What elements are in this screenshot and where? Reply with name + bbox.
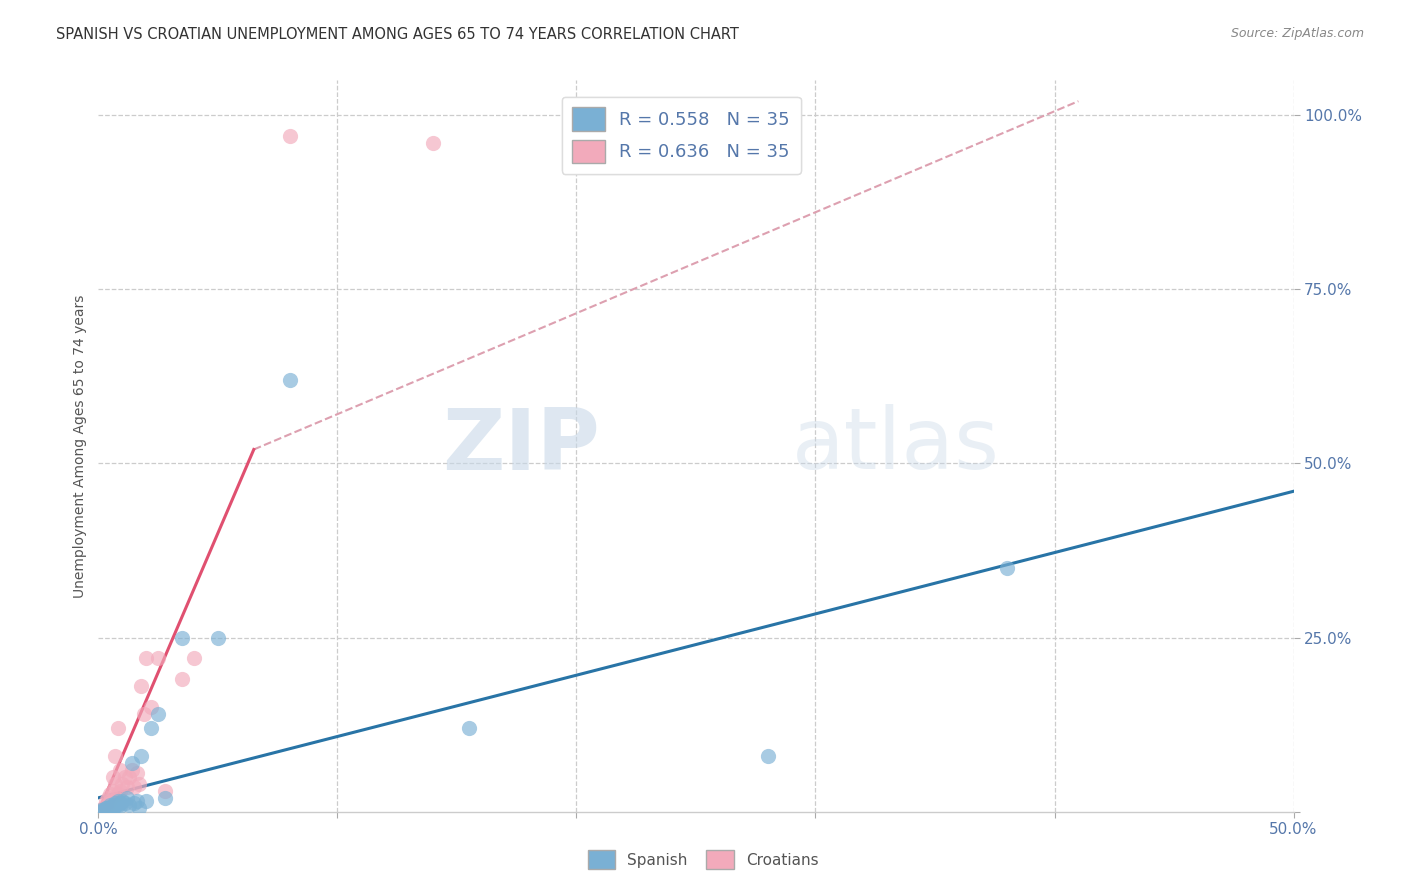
Point [111, 794, 134, 808]
Point [124, 780, 146, 795]
Point [114, 797, 136, 811]
Point [101, 797, 124, 812]
Point [135, 651, 157, 665]
Point [104, 799, 127, 814]
Point [108, 799, 131, 814]
Point [131, 679, 153, 693]
Point [125, 766, 148, 780]
Point [148, 651, 170, 665]
Point [207, 631, 229, 645]
Point [94, 799, 117, 814]
Point [172, 631, 194, 645]
Point [115, 780, 138, 795]
Point [87, 805, 110, 819]
Point [104, 749, 127, 764]
Point [121, 763, 143, 777]
Point [97, 802, 120, 816]
Point [98, 794, 122, 808]
Text: atlas: atlas [792, 404, 1000, 488]
Point [995, 561, 1018, 575]
Point [94, 794, 117, 808]
Point [90, 803, 112, 817]
Point [183, 651, 205, 665]
Point [155, 790, 177, 805]
Point [118, 770, 141, 784]
Point [90, 803, 112, 817]
Point [458, 721, 481, 735]
Point [128, 777, 150, 791]
Point [131, 749, 153, 764]
Point [94, 800, 117, 814]
Point [108, 784, 131, 798]
Point [124, 797, 146, 811]
Text: SPANISH VS CROATIAN UNEMPLOYMENT AMONG AGES 65 TO 74 YEARS CORRELATION CHART: SPANISH VS CROATIAN UNEMPLOYMENT AMONG A… [56, 27, 740, 42]
Point [91, 803, 114, 817]
Point [87, 805, 110, 819]
Point [101, 770, 124, 784]
Point [118, 797, 141, 812]
Point [139, 700, 162, 714]
Point [172, 673, 194, 687]
Legend: R = 0.558   N = 35, R = 0.636   N = 35: R = 0.558 N = 35, R = 0.636 N = 35 [561, 96, 801, 174]
Point [107, 797, 129, 812]
Point [115, 790, 138, 805]
Point [104, 777, 127, 791]
Point [128, 800, 150, 814]
Point [101, 784, 124, 798]
Text: ZIP: ZIP [443, 404, 600, 488]
Point [422, 136, 444, 150]
Point [756, 749, 779, 764]
Point [132, 707, 155, 722]
Point [139, 721, 162, 735]
Point [98, 787, 122, 801]
Point [97, 797, 120, 812]
Point [98, 800, 122, 814]
Point [108, 763, 131, 777]
Point [155, 784, 177, 798]
Point [97, 790, 120, 805]
Point [278, 373, 301, 387]
Point [94, 801, 117, 815]
Point [135, 794, 157, 808]
Point [148, 707, 170, 722]
Point [91, 801, 114, 815]
Point [114, 770, 136, 784]
Point [107, 721, 129, 735]
Point [98, 798, 122, 813]
Legend: Spanish, Croatians: Spanish, Croatians [582, 844, 824, 875]
Point [121, 756, 143, 770]
Text: Source: ZipAtlas.com: Source: ZipAtlas.com [1230, 27, 1364, 40]
Point [101, 800, 124, 814]
Point [278, 128, 301, 143]
Point [111, 777, 134, 791]
Y-axis label: Unemployment Among Ages 65 to 74 years: Unemployment Among Ages 65 to 74 years [73, 294, 87, 598]
Point [125, 794, 148, 808]
Point [107, 794, 129, 808]
Point [108, 796, 131, 810]
Point [104, 797, 127, 811]
Point [107, 787, 129, 801]
